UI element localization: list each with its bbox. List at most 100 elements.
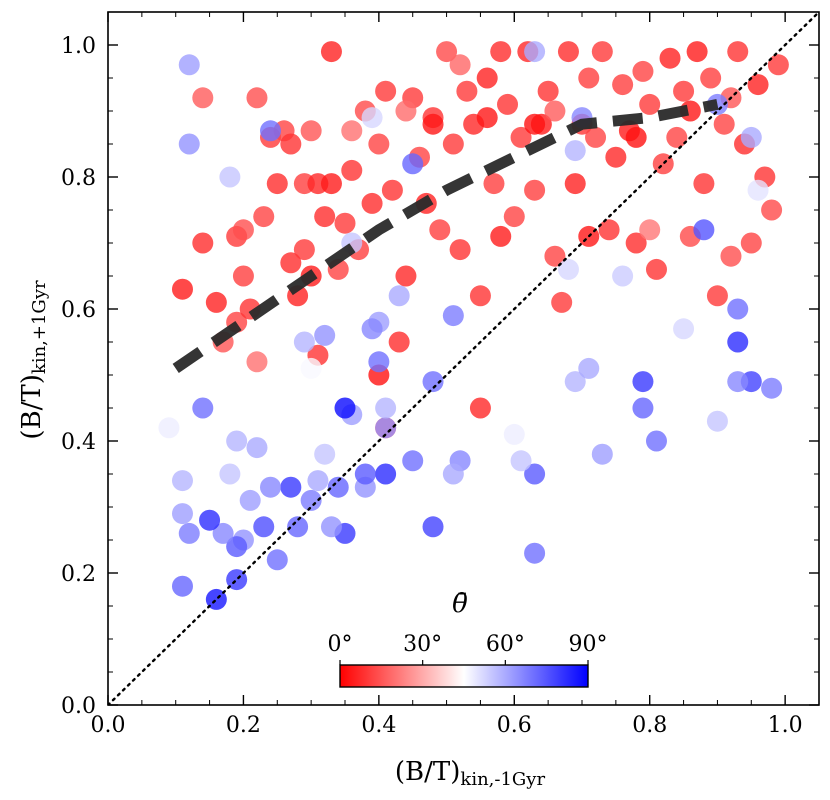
data-point — [693, 173, 715, 195]
data-point — [253, 206, 275, 228]
data-point — [253, 516, 275, 538]
x-tick-label: 0.4 — [361, 713, 396, 738]
data-point — [612, 265, 634, 287]
data-point — [361, 318, 383, 340]
y-tick-label: 0.6 — [61, 298, 96, 323]
data-point — [490, 225, 512, 247]
data-point — [490, 41, 512, 63]
data-point — [368, 351, 390, 373]
data-point — [293, 331, 315, 353]
data-point — [483, 173, 505, 195]
data-point — [544, 100, 566, 122]
data-point — [280, 252, 302, 274]
data-point — [632, 371, 654, 393]
data-point — [591, 443, 613, 465]
data-point — [442, 305, 464, 327]
trend-line — [172, 99, 719, 373]
data-point — [320, 173, 342, 195]
x-tick-label: 0.6 — [497, 713, 532, 738]
plot-frame — [107, 11, 820, 706]
data-point — [300, 357, 322, 379]
data-point — [727, 41, 749, 63]
data-point — [639, 93, 661, 115]
x-axis-label: (B/T)kin,-1Gyr — [395, 757, 546, 790]
data-point — [449, 54, 471, 76]
data-point — [727, 298, 749, 320]
data-point — [178, 522, 200, 544]
data-point — [293, 239, 315, 261]
data-point — [503, 206, 525, 228]
y-axis-label: (B/T)kin,+1Gyr — [17, 280, 50, 440]
data-point — [747, 179, 769, 201]
data-point — [361, 107, 383, 129]
data-point — [469, 397, 491, 419]
data-point — [442, 463, 464, 485]
data-point — [551, 291, 573, 313]
data-point — [612, 74, 634, 96]
data-point — [320, 516, 342, 538]
data-point — [761, 377, 783, 399]
data-point — [192, 232, 214, 254]
data-point — [524, 463, 546, 485]
data-point — [192, 397, 214, 419]
data-point — [713, 113, 735, 135]
data-point — [625, 126, 647, 148]
data-point — [639, 219, 661, 241]
data-point — [171, 575, 193, 597]
data-point — [524, 41, 546, 63]
data-point — [260, 476, 282, 498]
data-point — [266, 173, 288, 195]
data-point — [740, 126, 762, 148]
data-point — [212, 522, 234, 544]
y-tick-label: 0.2 — [61, 562, 96, 587]
x-tick-label: 0.0 — [91, 713, 126, 738]
data-point — [706, 410, 728, 432]
data-point — [260, 120, 282, 142]
data-point — [591, 41, 613, 63]
colorbar-tick-label: 90° — [569, 632, 608, 657]
data-point — [361, 192, 383, 214]
data-point — [280, 133, 302, 155]
data-point — [761, 199, 783, 221]
data-point — [368, 133, 390, 155]
lines-layer — [108, 12, 819, 705]
data-point — [537, 80, 559, 102]
data-point — [341, 120, 363, 142]
data-point — [544, 245, 566, 267]
y-tick-label: 0.8 — [61, 166, 96, 191]
data-point — [375, 397, 397, 419]
data-point — [700, 67, 722, 89]
data-point — [199, 509, 221, 531]
data-point — [178, 133, 200, 155]
data-point — [598, 219, 620, 241]
data-point — [727, 331, 749, 353]
data-point — [280, 476, 302, 498]
data-point — [171, 278, 193, 300]
data-point — [564, 173, 586, 195]
data-point — [402, 450, 424, 472]
data-point — [564, 140, 586, 162]
data-point — [246, 437, 268, 459]
data-point — [510, 450, 532, 472]
data-point — [239, 489, 261, 511]
data-point — [476, 107, 498, 129]
data-point — [205, 588, 227, 610]
data-point — [632, 397, 654, 419]
data-point — [476, 67, 498, 89]
data-point — [314, 206, 336, 228]
data-point — [354, 463, 376, 485]
data-point — [442, 133, 464, 155]
data-point — [645, 258, 667, 280]
colorbar-tick-label: 60° — [486, 632, 525, 657]
data-point — [686, 41, 708, 63]
colorbar: θ̄ 0° 30° 60° 90° — [328, 589, 608, 688]
data-point — [287, 516, 309, 538]
data-point — [402, 153, 424, 175]
axis-tick-labels: 0.0 0.2 0.4 0.6 0.8 1.0 0.0 0.2 0.4 0.6 0.8 1.0 — [61, 34, 803, 738]
colorbar-tick-label: 30° — [403, 632, 442, 657]
data-point — [449, 239, 471, 261]
data-point — [266, 549, 288, 571]
data-point — [226, 536, 248, 558]
colorbar-ticks: 0° 30° 60° 90° — [328, 632, 608, 665]
